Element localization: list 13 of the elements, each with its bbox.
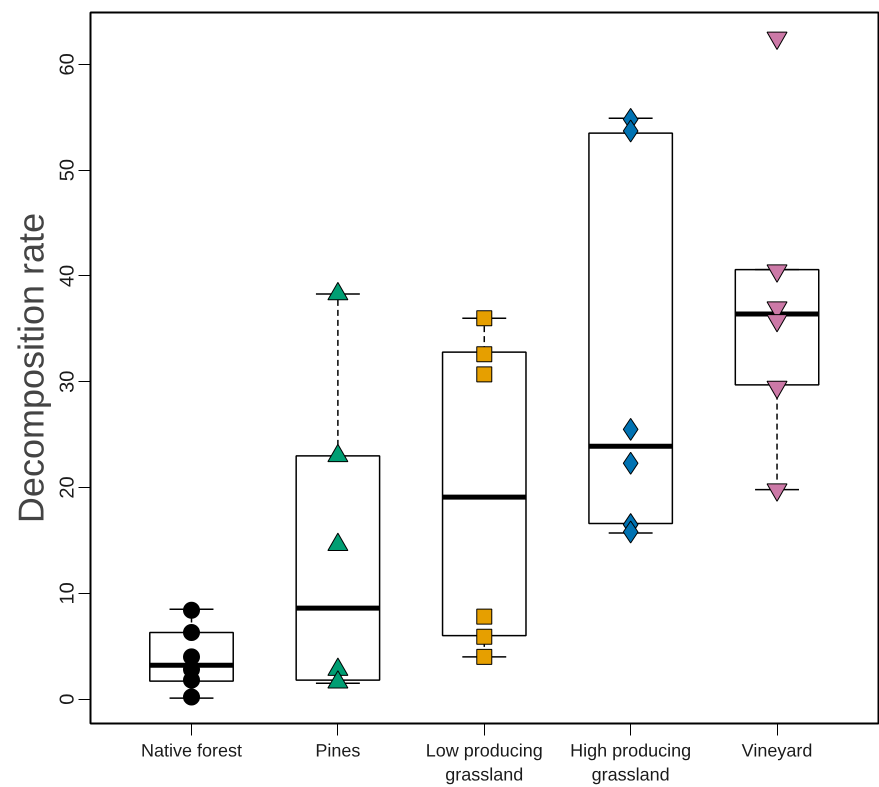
y-tick-label: 20 bbox=[56, 476, 78, 499]
x-tick-label: Low producing grassland bbox=[426, 740, 543, 784]
x-tick-label: High producing grassland bbox=[570, 740, 692, 784]
y-tick-label: 0 bbox=[56, 694, 78, 705]
y-tick-label: 50 bbox=[56, 159, 78, 182]
y-tick-label: 60 bbox=[56, 53, 78, 76]
x-tick-label: Vineyard bbox=[742, 740, 812, 760]
x-tick-label: Pines bbox=[315, 740, 360, 760]
y-tick-label: 40 bbox=[56, 264, 78, 288]
y-tick-label: 10 bbox=[56, 582, 78, 604]
y-axis-title: Decomposition rate bbox=[10, 212, 52, 524]
y-tick-label: 30 bbox=[56, 370, 78, 393]
x-tick-label: Native forest bbox=[140, 740, 242, 760]
